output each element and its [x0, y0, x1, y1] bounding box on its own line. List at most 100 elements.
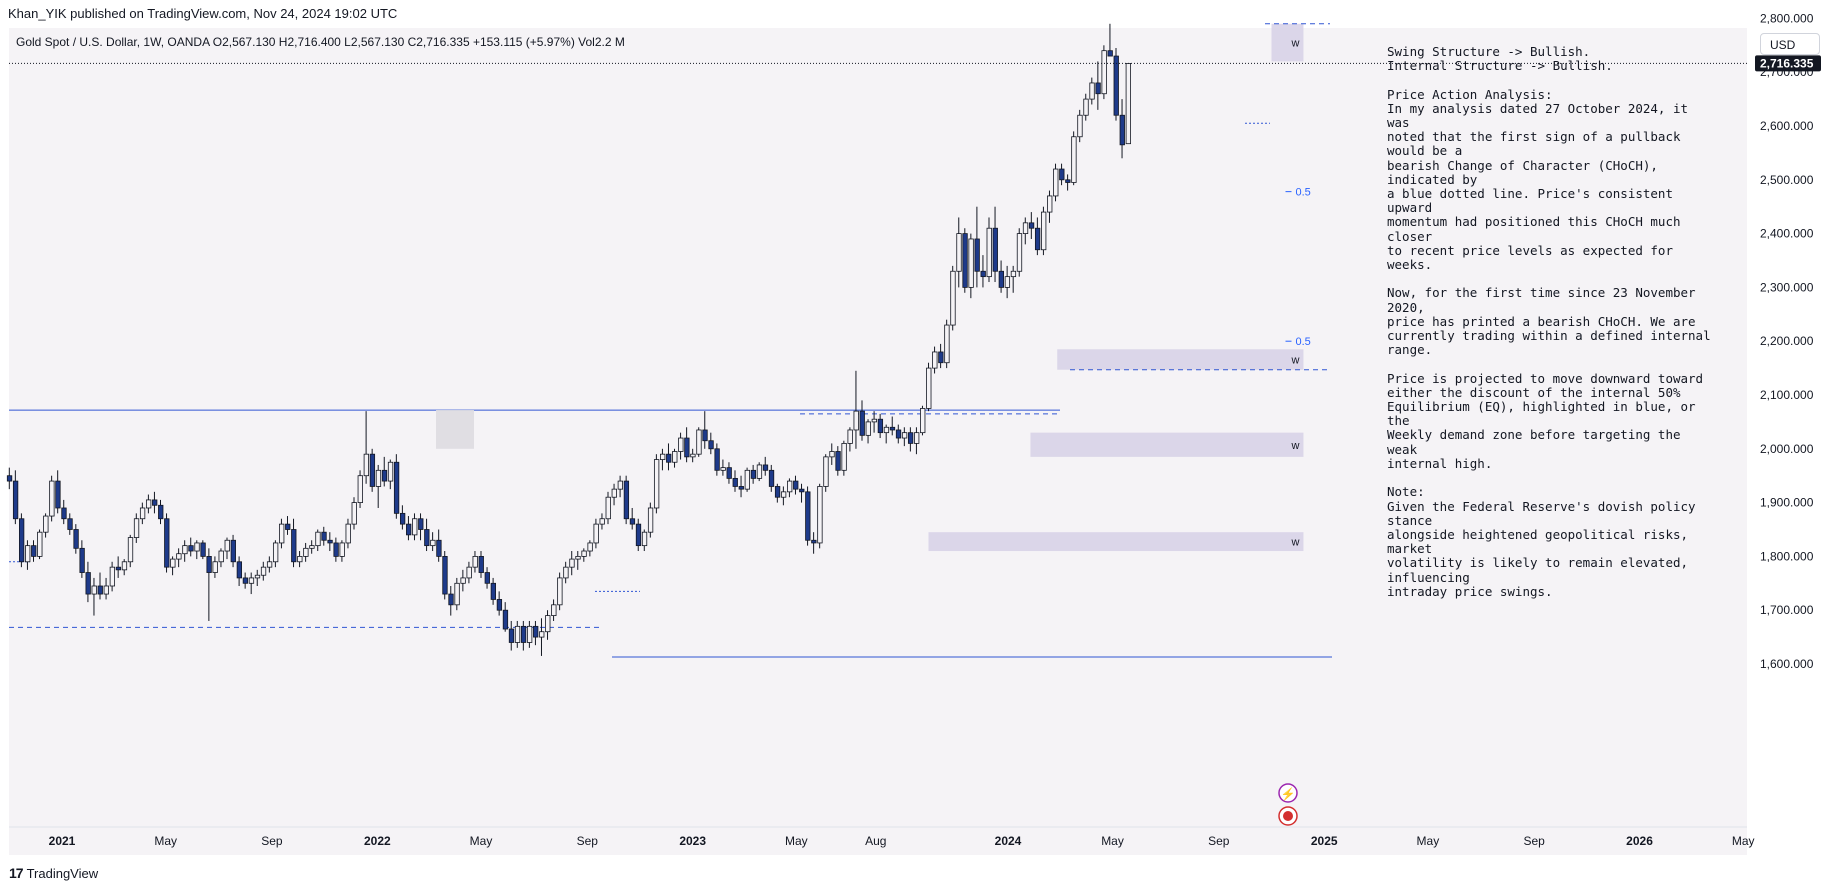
candle-body[interactable]	[448, 593, 454, 606]
candle-body[interactable]	[351, 502, 357, 525]
candle-body[interactable]	[623, 480, 630, 520]
candle-body[interactable]	[279, 523, 285, 544]
candle-body[interactable]	[18, 518, 25, 563]
candle-body[interactable]	[672, 451, 678, 463]
candle-body[interactable]	[25, 545, 31, 563]
candle-body[interactable]	[907, 432, 914, 444]
candle-body[interactable]	[841, 443, 847, 471]
candle-body[interactable]	[291, 529, 297, 563]
candle-body[interactable]	[738, 486, 744, 490]
candle-body[interactable]	[327, 539, 333, 544]
candle-body[interactable]	[617, 480, 623, 490]
candle-body[interactable]	[587, 542, 593, 552]
candle-body[interactable]	[653, 459, 660, 509]
candle-body[interactable]	[998, 270, 1004, 288]
candle-body[interactable]	[1113, 55, 1119, 116]
candle-body[interactable]	[1071, 136, 1077, 183]
candle-body[interactable]	[756, 464, 763, 479]
candle-body[interactable]	[194, 542, 200, 552]
footer-branding[interactable]: 17 TradingView	[9, 863, 98, 883]
candle-body[interactable]	[1010, 270, 1017, 278]
candle-body[interactable]	[472, 556, 478, 568]
candle-body[interactable]	[1119, 114, 1125, 146]
candle-body[interactable]	[859, 410, 865, 436]
candle-body[interactable]	[883, 426, 890, 434]
currency-selector-button[interactable]: USD	[1760, 33, 1820, 55]
candle-body[interactable]	[835, 451, 841, 471]
candle-body[interactable]	[641, 531, 648, 547]
candle-body[interactable]	[520, 625, 527, 643]
candle-body[interactable]	[303, 547, 309, 557]
candle-body[interactable]	[393, 461, 400, 514]
candle-body[interactable]	[309, 545, 315, 549]
candle-body[interactable]	[454, 582, 460, 606]
candle-body[interactable]	[1083, 98, 1089, 116]
candle-body[interactable]	[629, 518, 636, 525]
candle-body[interactable]	[635, 523, 642, 547]
candle-body[interactable]	[79, 547, 85, 573]
candle-body[interactable]	[877, 418, 884, 434]
candle-body[interactable]	[224, 539, 230, 552]
candle-body[interactable]	[230, 539, 236, 563]
candle-body[interactable]	[12, 480, 19, 520]
candle-body[interactable]	[1059, 168, 1065, 181]
candle-body[interactable]	[605, 496, 611, 520]
candle-body[interactable]	[103, 585, 109, 595]
candle-body[interactable]	[127, 537, 134, 563]
candle-body[interactable]	[1028, 222, 1035, 229]
candle-body[interactable]	[490, 582, 496, 600]
candle-body[interactable]	[406, 523, 412, 536]
candle-body[interactable]	[865, 421, 871, 436]
candle-body[interactable]	[399, 512, 406, 525]
candle-body[interactable]	[611, 488, 617, 498]
candle-body[interactable]	[1004, 276, 1011, 288]
candle-body[interactable]	[31, 545, 37, 557]
candle-body[interactable]	[1047, 195, 1053, 213]
candle-body[interactable]	[980, 270, 986, 278]
candle-body[interactable]	[974, 238, 980, 272]
candle-body[interactable]	[599, 518, 605, 525]
candle-body[interactable]	[829, 451, 835, 458]
candle-body[interactable]	[551, 604, 557, 616]
candle-body[interactable]	[787, 480, 793, 493]
candle-body[interactable]	[502, 609, 509, 630]
candle-body[interactable]	[1125, 63, 1131, 145]
candle-body[interactable]	[768, 469, 775, 487]
candle-body[interactable]	[236, 561, 243, 579]
candle-body[interactable]	[726, 467, 732, 479]
candle-body[interactable]	[496, 599, 503, 611]
candle-body[interactable]	[678, 437, 684, 452]
candle-body[interactable]	[339, 542, 345, 557]
candle-body[interactable]	[647, 507, 654, 533]
candle-body[interactable]	[412, 518, 418, 536]
candle-body[interactable]	[484, 572, 490, 584]
candle-body[interactable]	[956, 233, 962, 272]
candle-body[interactable]	[889, 426, 896, 431]
candle-body[interactable]	[248, 577, 255, 584]
candle-body[interactable]	[158, 504, 164, 520]
candle-body[interactable]	[387, 461, 394, 482]
candle-body[interactable]	[563, 566, 569, 579]
candle-body[interactable]	[986, 227, 992, 278]
candle-body[interactable]	[526, 625, 533, 643]
candle-body[interactable]	[285, 523, 291, 530]
candle-body[interactable]	[345, 523, 351, 544]
candle-body[interactable]	[176, 553, 182, 560]
candle-body[interactable]	[660, 453, 666, 460]
candle-body[interactable]	[206, 556, 212, 573]
candle-body[interactable]	[696, 429, 702, 455]
candle-body[interactable]	[702, 429, 708, 442]
candle-body[interactable]	[333, 542, 339, 557]
chart-plot-area[interactable]	[9, 28, 1747, 855]
candle-body[interactable]	[55, 480, 61, 509]
candle-body[interactable]	[581, 550, 587, 557]
candle-body[interactable]	[847, 429, 853, 444]
lightning-event-icon[interactable]	[1278, 783, 1298, 803]
candle-body[interactable]	[85, 572, 91, 595]
candle-body[interactable]	[315, 531, 321, 547]
candle-body[interactable]	[442, 556, 448, 595]
candle-body[interactable]	[1095, 82, 1101, 95]
candle-body[interactable]	[460, 577, 466, 584]
candle-body[interactable]	[1034, 227, 1041, 251]
